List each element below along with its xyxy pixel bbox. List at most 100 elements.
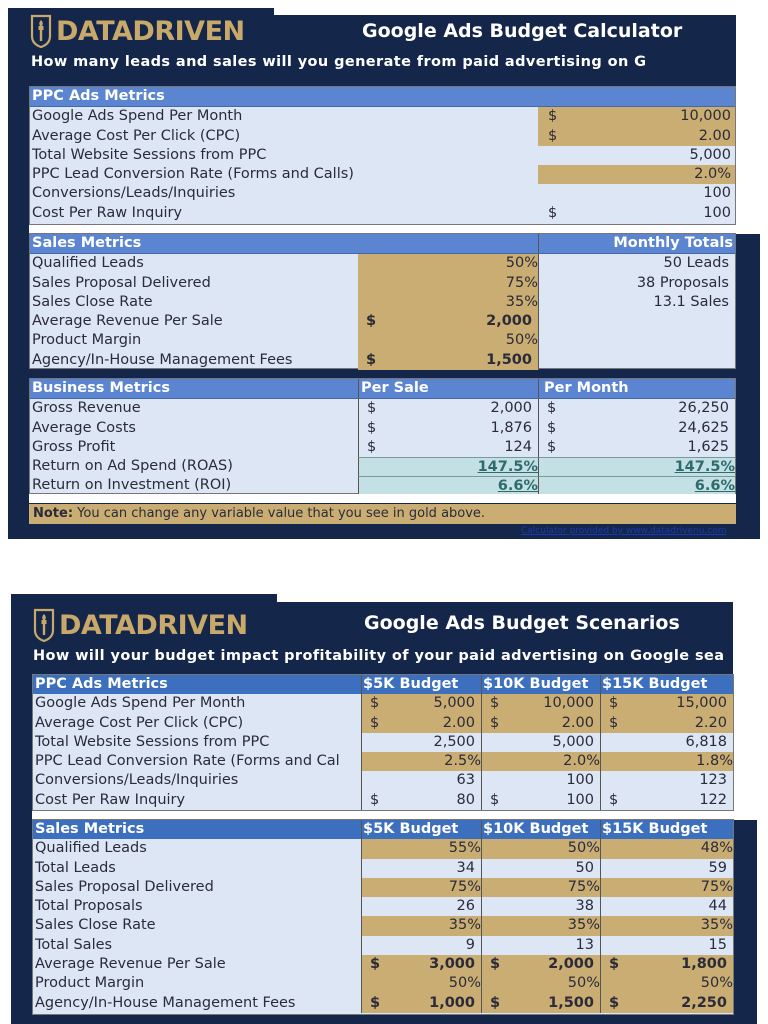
ppc-row-value: $100 [538, 204, 735, 223]
value-text: 75% [700, 878, 733, 895]
scenario-value[interactable]: 50% [361, 974, 481, 994]
scenario-value[interactable]: $10,000 [481, 694, 600, 714]
logo-text-2: DATADRIVEN [59, 609, 248, 641]
value-text: 13 [575, 936, 594, 953]
logo-text: DATADRIVEN [56, 15, 245, 47]
value-text: 2,000 [548, 956, 594, 973]
business-header-row: Business Metrics Per Sale Per Month [30, 379, 735, 400]
page-subtitle: How many leads and sales will you genera… [31, 54, 647, 70]
value-text: 50% [505, 255, 538, 272]
ppc-row: Google Ads Spend Per Month $10,000 [30, 107, 735, 127]
scenario-row-label: Total Sales [35, 936, 113, 953]
business-row: Gross Profit $124 $1,625 [30, 437, 735, 458]
value-text: 2.00 [698, 127, 731, 144]
business-row: Average Costs $1,876 $24,625 [30, 418, 735, 438]
sales-row-value[interactable]: 50% [358, 331, 538, 351]
scenario-value[interactable]: 75% [600, 877, 733, 898]
sales-row-value[interactable]: $1,500 [358, 350, 538, 371]
value-text: 147.5% [477, 459, 538, 476]
currency-symbol: $ [490, 994, 501, 1011]
scenario-row: Total Sales 9 13 15 [33, 935, 733, 956]
scenario-value[interactable]: $3,000 [361, 955, 481, 975]
scenario-row: Conversions/Leads/Inquiries 63 100 123 [33, 771, 733, 791]
scenario-value[interactable]: $1,800 [600, 955, 733, 975]
ppc-row-value[interactable]: 2.0% [538, 165, 735, 185]
scenario-value[interactable]: 35% [361, 916, 481, 936]
scenario-row-label: Qualified Leads [35, 840, 147, 857]
business-header-label: Business Metrics [32, 380, 170, 396]
value-text: 1.8% [696, 753, 733, 770]
scenario-value[interactable]: $5,000 [361, 694, 481, 714]
scenario-value[interactable]: 55% [361, 839, 481, 859]
value-text: 48% [700, 840, 733, 857]
scenario-row: Total Website Sessions from PPC 2,500 5,00… [33, 732, 733, 753]
monthly-total: 38 Proposals [538, 273, 735, 293]
credit-link[interactable]: Calculator provided by www.datadrivenu.c… [521, 526, 727, 536]
sales-row-value[interactable]: $2,000 [358, 312, 538, 332]
sales-row-label: Sales Close Rate [32, 293, 153, 310]
scenario-value[interactable]: 35% [600, 916, 733, 936]
scenario-value[interactable]: $2.20 [600, 713, 733, 733]
scenario-value[interactable]: $2.00 [481, 713, 600, 733]
value-text: 80 [456, 791, 475, 808]
currency-symbol: $ [609, 695, 619, 712]
currency-symbol: $ [490, 956, 501, 973]
scenario-value[interactable]: $15,000 [600, 694, 733, 714]
scenario-value[interactable]: 75% [481, 877, 600, 898]
value-text: 1,800 [681, 956, 727, 973]
per-sale-value: $2,000 [358, 399, 538, 419]
sales-row: Sales Proposal Delivered 75% 38 Proposals [30, 273, 735, 293]
sales-row-value[interactable]: 75% [358, 273, 538, 293]
value-text: 1,500 [486, 351, 532, 368]
business-row-label: Return on Investment (ROI) [32, 477, 232, 494]
scenario-value[interactable]: $2.00 [361, 713, 481, 733]
scenarios-sales-header-row: Sales Metrics $5K Budget $10K Budget $15K … [33, 820, 733, 840]
scenario-value[interactable]: 35% [481, 916, 600, 936]
scenario-value[interactable]: 2.0% [481, 752, 600, 772]
scenario-value[interactable]: 50% [600, 974, 733, 994]
scenario-value[interactable]: $1,500 [481, 993, 600, 1013]
ppc-row-label: Google Ads Spend Per Month [32, 108, 243, 125]
ppc-header-row: PPC Ads Metrics [30, 87, 735, 108]
sales-row-label: Average Revenue Per Sale [32, 313, 223, 330]
sales-row-value[interactable]: 50% [358, 254, 538, 274]
scenario-row-label: Sales Proposal Delivered [35, 878, 214, 895]
scenario-value[interactable]: 2.5% [361, 752, 481, 772]
per-month-value: $1,625 [538, 437, 735, 458]
value-text: 10,000 [543, 695, 594, 712]
scenario-value[interactable]: $1,000 [361, 993, 481, 1013]
ppc-row-value[interactable]: $2.00 [538, 126, 735, 146]
scenario-value[interactable]: 50% [481, 839, 600, 859]
budget-column-header: $15K Budget [600, 820, 733, 840]
scenario-value[interactable]: $2,250 [600, 993, 733, 1013]
scenarios-background-right [733, 820, 757, 1024]
scenario-value[interactable]: 50% [481, 974, 600, 994]
sales-row: Sales Close Rate 35% 13.1 Sales [30, 292, 735, 313]
scenario-value[interactable]: 48% [600, 839, 733, 859]
logo-tab-bg-2 [11, 594, 277, 604]
currency-symbol: $ [367, 438, 377, 455]
currency-symbol: $ [490, 695, 500, 712]
per-month-value: 6.6% [538, 476, 735, 496]
per-sale-value: $1,876 [358, 418, 538, 438]
ppc-row-value: 100 [538, 184, 735, 203]
scenario-value[interactable]: $2,000 [481, 955, 600, 975]
currency-symbol: $ [609, 956, 620, 973]
value-text: 44 [708, 898, 727, 915]
ppc-row-value[interactable]: $10,000 [538, 107, 735, 127]
scenario-value[interactable]: 1.8% [600, 752, 733, 772]
currency-symbol: $ [547, 438, 557, 455]
gap [29, 225, 736, 233]
torch-shield-icon [33, 608, 55, 642]
scenario-row-label: Cost Per Raw Inquiry [35, 791, 186, 808]
ppc-row-value: 5,000 [538, 146, 735, 165]
sales-row: Product Margin 50% [30, 331, 735, 351]
sales-row-value[interactable]: 35% [358, 292, 538, 313]
value-text: 147.5% [674, 459, 735, 476]
value-text: 100 [703, 185, 731, 202]
scenario-row: Average Cost Per Click (CPC) $2.00 $2.00 $2… [33, 713, 733, 733]
scenario-value[interactable]: 75% [361, 877, 481, 898]
value-text: 5,000 [552, 733, 594, 750]
value-text: 35% [505, 293, 538, 310]
monthly-totals-header: Monthly Totals [538, 234, 735, 254]
